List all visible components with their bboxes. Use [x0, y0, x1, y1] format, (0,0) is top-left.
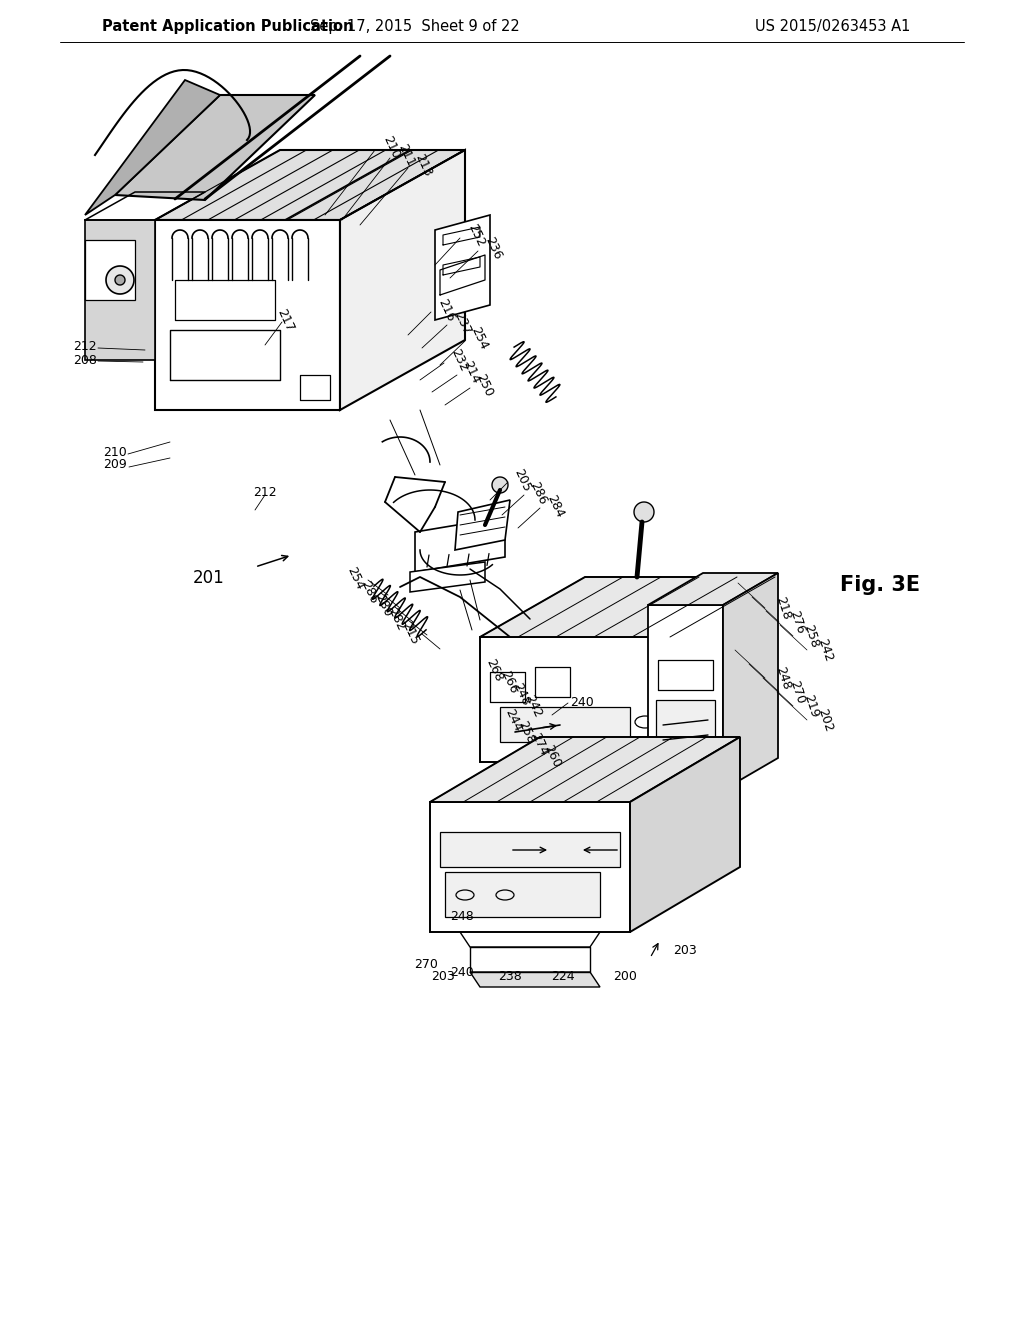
- Polygon shape: [723, 573, 778, 789]
- Polygon shape: [106, 267, 134, 294]
- Text: 276: 276: [787, 609, 807, 635]
- Text: 237: 237: [451, 309, 473, 337]
- Polygon shape: [455, 500, 510, 550]
- Polygon shape: [115, 95, 315, 201]
- Text: 250: 250: [473, 371, 495, 399]
- Polygon shape: [440, 832, 620, 867]
- Text: 217: 217: [274, 306, 296, 334]
- Text: 244: 244: [502, 706, 523, 734]
- Polygon shape: [634, 502, 654, 521]
- Text: 212: 212: [253, 486, 276, 499]
- Polygon shape: [430, 737, 740, 803]
- Text: 200: 200: [613, 970, 637, 983]
- Text: 248: 248: [773, 665, 793, 692]
- Polygon shape: [656, 700, 715, 760]
- Polygon shape: [500, 708, 630, 742]
- Polygon shape: [430, 803, 630, 932]
- Polygon shape: [630, 737, 740, 932]
- Text: 286: 286: [358, 578, 380, 606]
- Text: 203: 203: [431, 970, 455, 983]
- Polygon shape: [410, 562, 485, 591]
- Text: Sep. 17, 2015  Sheet 9 of 22: Sep. 17, 2015 Sheet 9 of 22: [310, 20, 520, 34]
- Text: 211: 211: [395, 141, 417, 169]
- Text: 254: 254: [344, 565, 366, 591]
- Text: 219: 219: [801, 693, 820, 719]
- Text: 248: 248: [510, 681, 531, 708]
- Text: 240: 240: [570, 696, 594, 709]
- Polygon shape: [115, 275, 125, 285]
- Text: 209: 209: [103, 458, 127, 471]
- Polygon shape: [648, 605, 723, 789]
- Polygon shape: [480, 577, 775, 638]
- Text: US 2015/0263453 A1: US 2015/0263453 A1: [755, 20, 910, 34]
- Polygon shape: [85, 220, 155, 360]
- Text: 260: 260: [541, 742, 563, 770]
- Text: 270: 270: [787, 678, 807, 705]
- Text: 280: 280: [372, 591, 394, 619]
- Text: 252: 252: [465, 222, 486, 248]
- Text: 236: 236: [482, 235, 504, 261]
- Polygon shape: [85, 240, 135, 300]
- Text: 286: 286: [527, 479, 549, 507]
- Polygon shape: [648, 573, 778, 605]
- Polygon shape: [470, 972, 600, 987]
- Text: 203: 203: [673, 944, 697, 957]
- Text: 218: 218: [773, 595, 793, 622]
- Polygon shape: [155, 220, 340, 411]
- Text: 201: 201: [193, 569, 224, 587]
- Text: 215: 215: [399, 619, 421, 647]
- Text: 212: 212: [74, 341, 97, 354]
- Text: 202: 202: [815, 706, 835, 734]
- Text: 254: 254: [468, 325, 489, 351]
- Polygon shape: [435, 215, 490, 319]
- Polygon shape: [155, 150, 465, 220]
- Polygon shape: [340, 150, 465, 411]
- Text: 232: 232: [449, 347, 470, 374]
- Text: 268: 268: [483, 656, 505, 684]
- Text: 238: 238: [498, 970, 522, 983]
- Text: 282: 282: [385, 606, 407, 632]
- Text: Patent Application Publication: Patent Application Publication: [102, 20, 353, 34]
- Text: 214: 214: [460, 359, 481, 385]
- Text: 274: 274: [528, 730, 550, 758]
- Polygon shape: [492, 477, 508, 492]
- Text: 242: 242: [815, 636, 835, 663]
- Polygon shape: [445, 873, 600, 917]
- Text: Fig. 3E: Fig. 3E: [840, 576, 920, 595]
- Text: 240: 240: [451, 965, 474, 978]
- Polygon shape: [480, 638, 670, 762]
- Text: 258: 258: [515, 718, 537, 746]
- Text: 270: 270: [414, 957, 438, 970]
- Polygon shape: [670, 577, 775, 762]
- Text: 248: 248: [451, 911, 474, 924]
- Text: 284: 284: [544, 492, 566, 520]
- Text: 258: 258: [801, 623, 821, 649]
- Text: 210: 210: [380, 133, 401, 161]
- Text: 224: 224: [551, 970, 574, 983]
- Polygon shape: [85, 81, 220, 215]
- Text: 216: 216: [435, 297, 457, 323]
- Text: 242: 242: [522, 693, 544, 719]
- Text: 266: 266: [498, 668, 520, 696]
- Text: 205: 205: [511, 466, 532, 494]
- Text: 210: 210: [103, 446, 127, 458]
- Text: 213: 213: [412, 152, 434, 178]
- Text: 208: 208: [73, 354, 97, 367]
- Polygon shape: [415, 517, 505, 572]
